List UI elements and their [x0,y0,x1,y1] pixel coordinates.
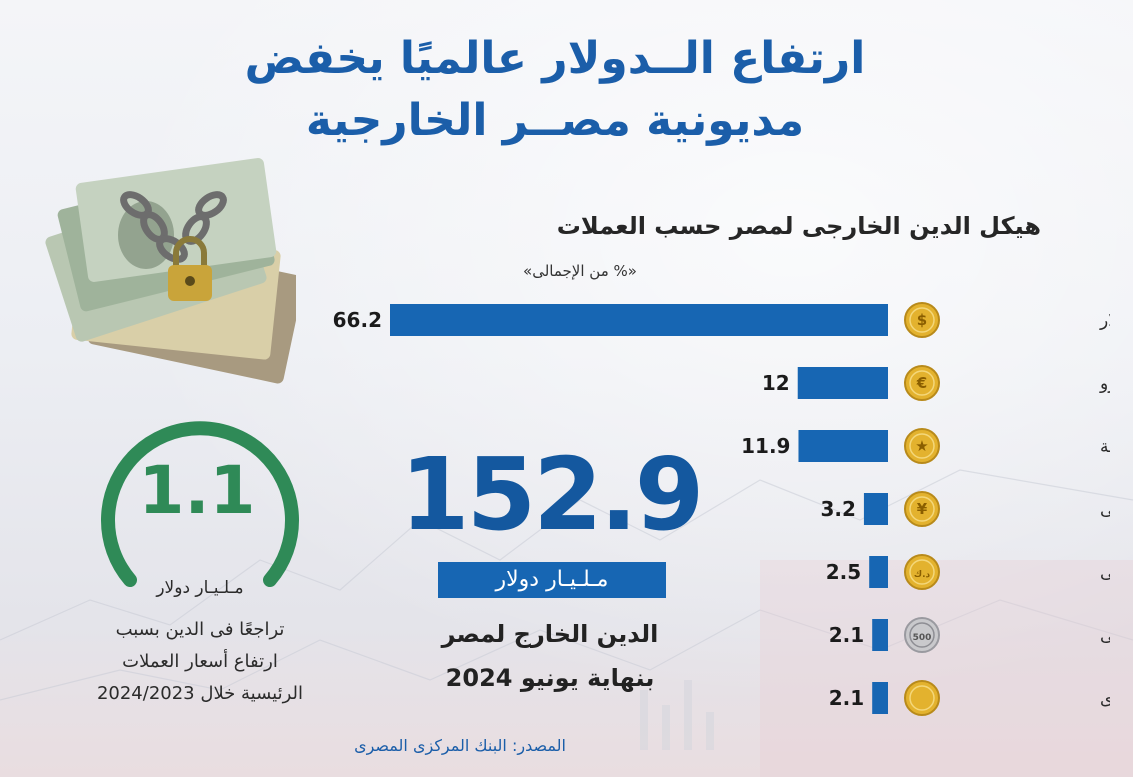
headline: ارتفاع الــدولار عالميًا يخفض مديونية مص… [230,28,880,152]
coin-glyph-0: $ [917,311,927,329]
coin-glyph-5: 500 [913,633,932,643]
decline-desc-line-2: ارتفاع أسعار العملات [122,651,278,672]
bar-4 [869,556,888,588]
total-debt-description: الدين الخارج لمصر بنهاية يونيو 2024 [420,612,680,700]
bar-6 [872,682,888,714]
bar-0 [390,304,888,336]
coin-rim-3 [909,496,935,522]
category-label-6: عـملات أخرى [1100,687,1110,709]
value-label-2: 11.9 [741,434,790,458]
total-debt-unit: مـلـيـار دولار [438,562,666,598]
headline-line-2: مديونية مصــر الخارجية [305,95,805,146]
coin-rim-4 [909,559,935,585]
total-debt-desc-line-1: الدين الخارج لمصر [441,620,659,648]
headline-line-1: ارتفاع الــدولار عالميًا يخفض [244,33,866,84]
coin-glyph-2: ★ [915,437,928,455]
category-label-2: وحدات سحب خاصة [1100,437,1110,457]
category-label-3: يــوان صينــى [1100,500,1110,520]
decline-unit: مـلـيـار دولار [156,578,244,598]
decline-desc-line-1: تراجعًا فى الدين بسبب [115,619,285,640]
source-note: المصدر: البنك المركزى المصرى [354,736,566,755]
total-debt-desc-line-2: بنهاية يونيو 2024 [445,664,655,692]
coin-glyph-3: ¥ [917,500,928,518]
chart-subtitle: «% من الإجمالى» [523,262,637,280]
coin-rim-1 [909,370,935,396]
coin-rim-5 [909,622,935,648]
currency-bar-chart: 66.2 $ الـــــدولار 12 € يــــورو 11.9 ★ وحدات س… [333,302,1110,716]
decline-desc-line-3: الرئيسية خلال 2024/2023 [96,683,304,704]
bar-5 [872,619,888,651]
value-label-3: 3.2 [820,497,855,521]
decline-ring [101,421,299,587]
money-chain-illustration [45,158,296,384]
category-label-5: يـن يابانـى [1100,626,1110,646]
chart-title: هيكل الدين الخارجى لمصر حسب العملات [556,212,1041,240]
coin-glyph-4: د.ك [914,570,931,580]
padlock-icon [168,236,212,301]
bar-3 [863,493,888,525]
coin-rim-2 [909,433,935,459]
coin-rim-6 [909,685,935,711]
category-label-4: دينـار كويـتـى [1100,563,1110,583]
bar-2 [798,430,888,462]
category-label-0: الـــــدولار [1099,311,1110,331]
value-label-6: 2.1 [829,686,864,710]
decline-description: تراجعًا فى الدين بسبب ارتفاع أسعار العمل… [60,614,340,710]
total-debt-value: 152.9 [400,436,704,553]
value-label-1: 12 [762,371,790,395]
value-label-0: 66.2 [333,308,382,332]
value-label-5: 2.1 [829,623,864,647]
bar-1 [797,367,888,399]
value-label-4: 2.5 [826,560,861,584]
category-label-1: يــــورو [1099,374,1110,394]
coin-glyph-1: € [916,374,927,392]
decline-value: 1.1 [138,452,256,529]
coin-rim-0 [909,307,935,333]
